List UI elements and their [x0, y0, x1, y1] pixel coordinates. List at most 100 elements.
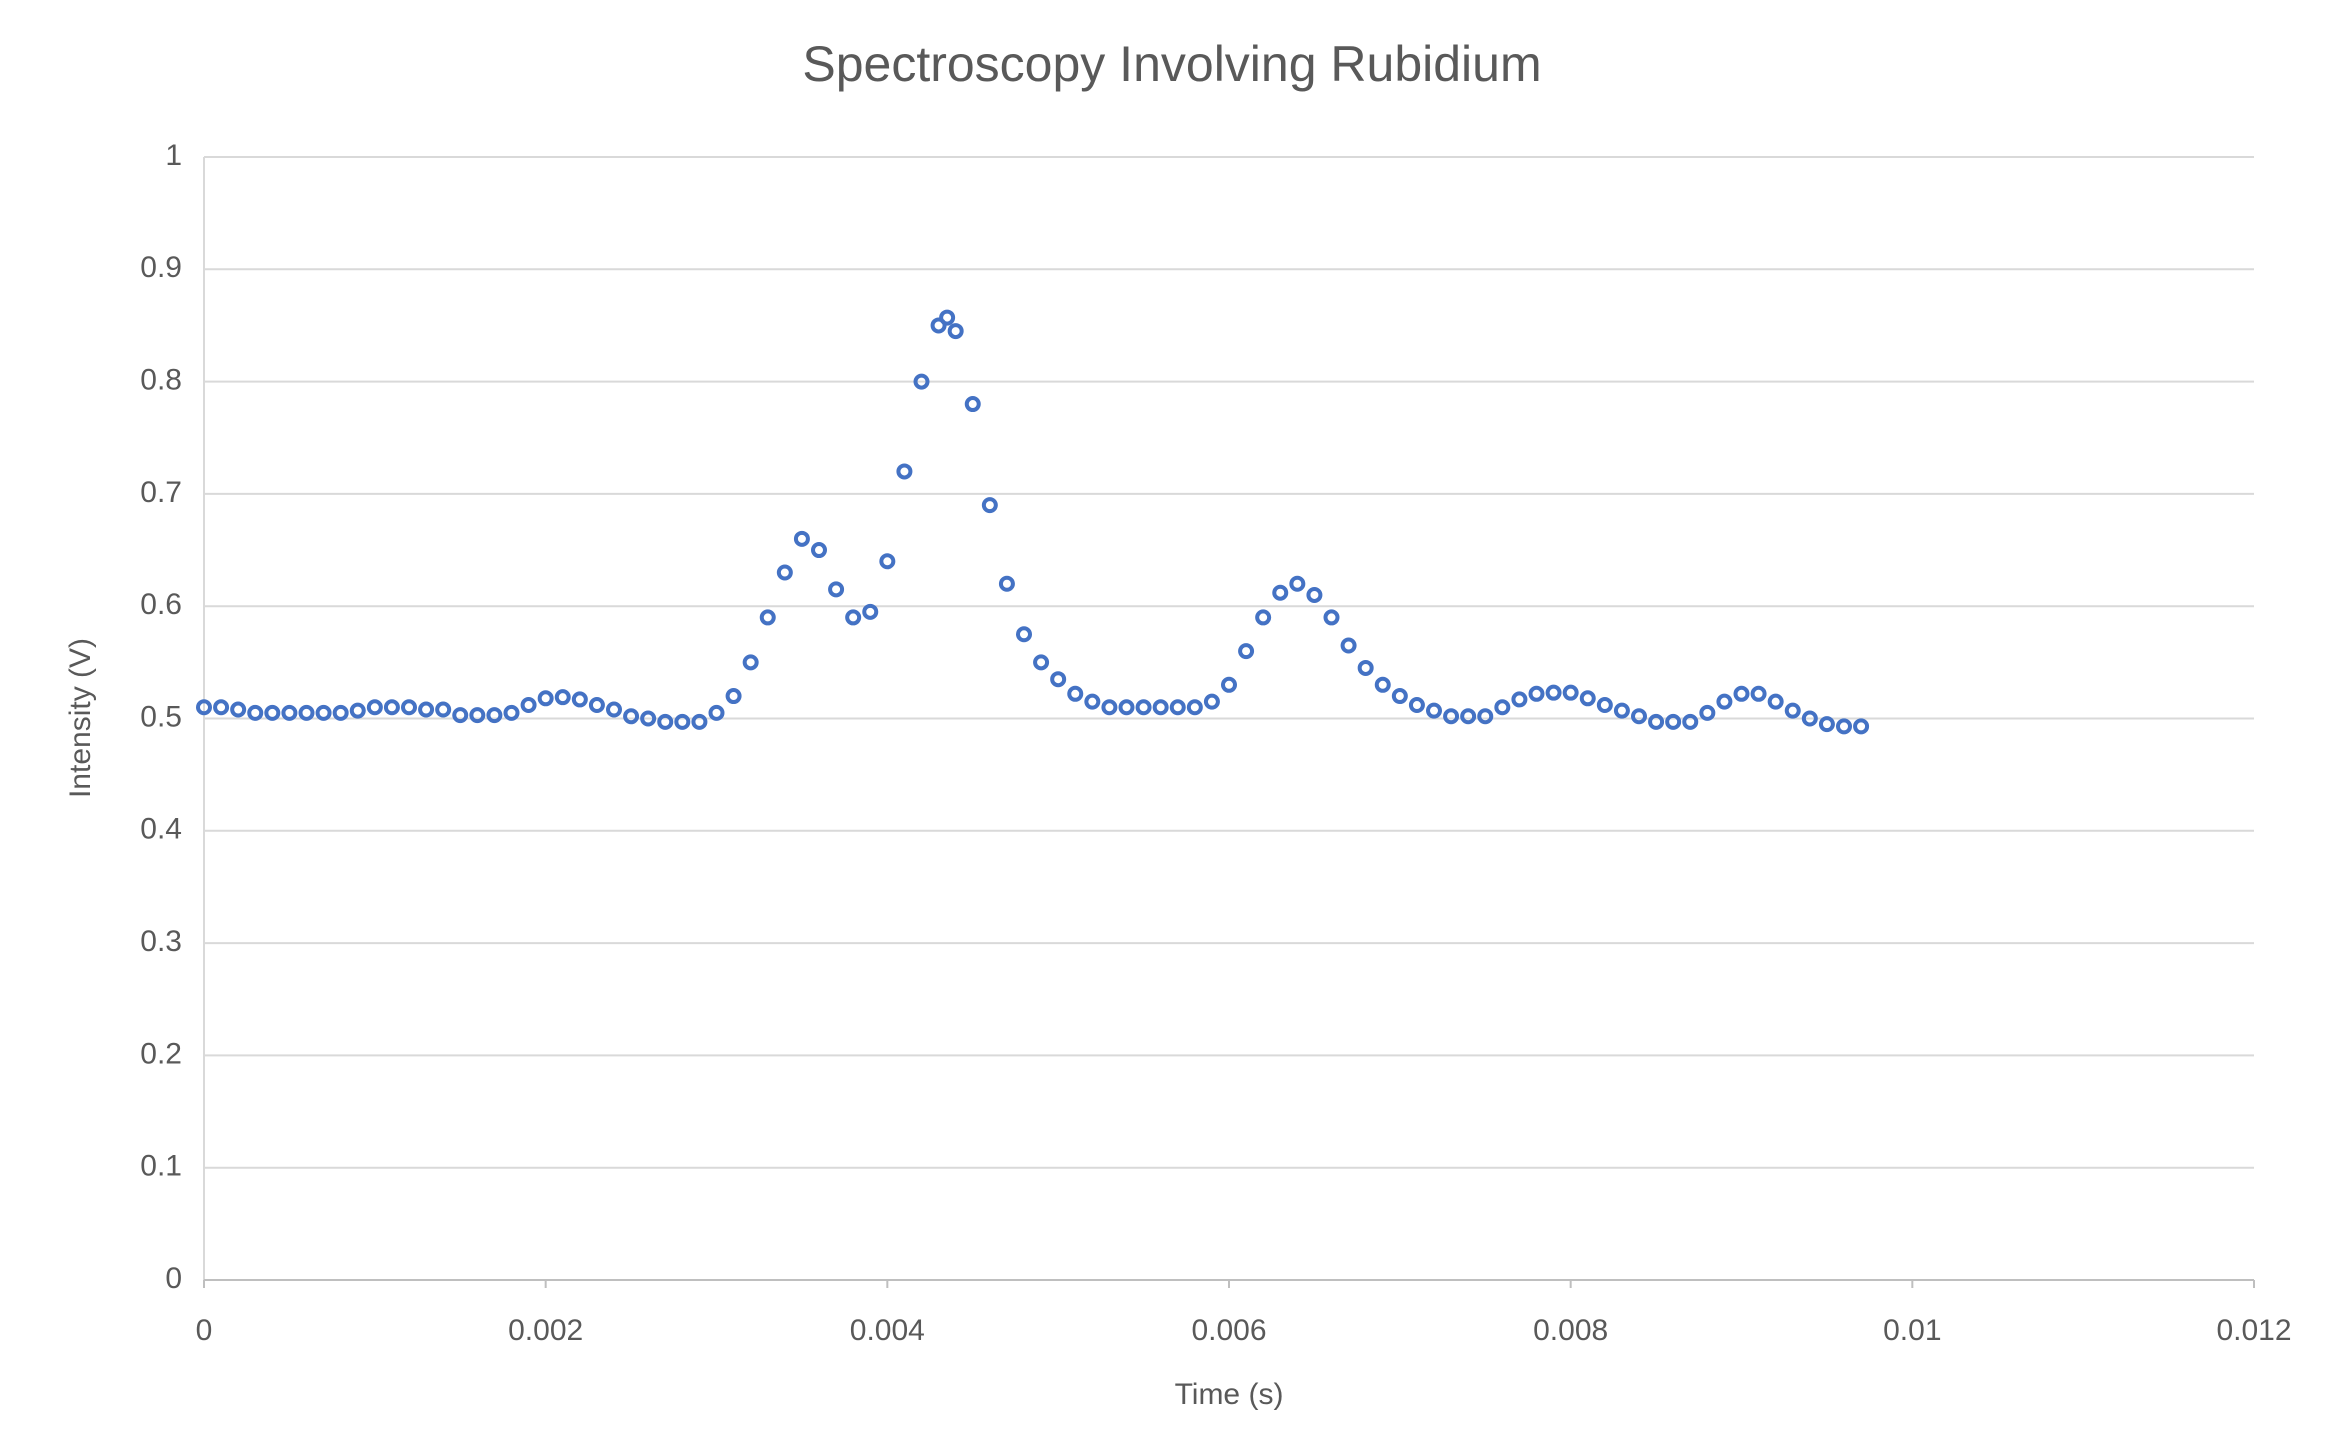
data-point	[1169, 699, 1186, 716]
data-point	[930, 317, 947, 334]
data-point	[264, 704, 281, 721]
data-point	[1665, 713, 1682, 730]
data-point	[776, 564, 793, 581]
data-point	[1272, 584, 1289, 601]
data-point	[1784, 702, 1801, 719]
data-point	[1221, 676, 1237, 693]
data-point	[640, 710, 657, 727]
data-point	[503, 704, 520, 721]
data-point	[845, 609, 862, 626]
data-point	[332, 704, 349, 721]
data-point	[1067, 685, 1084, 702]
y-axis-label: Intensity (V)	[64, 638, 97, 798]
data-point	[366, 699, 383, 716]
data-point	[939, 309, 956, 326]
data-point	[1631, 708, 1647, 725]
data-point	[554, 689, 571, 706]
y-tick-label: 0.3	[140, 925, 182, 958]
data-point	[1152, 699, 1169, 716]
data-point	[1511, 691, 1528, 708]
data-point	[862, 603, 879, 620]
y-tick-label: 0.7	[140, 476, 182, 509]
x-tick-label: 0.002	[508, 1314, 583, 1347]
data-point	[1682, 713, 1699, 730]
data-point	[1135, 699, 1152, 716]
data-point	[998, 575, 1015, 592]
data-point	[315, 704, 332, 721]
data-point	[1853, 718, 1870, 735]
data-point	[1716, 693, 1733, 710]
data-point	[657, 713, 674, 730]
data-point	[1818, 716, 1835, 733]
data-point	[1255, 609, 1272, 626]
data-point	[520, 697, 537, 714]
data-point	[1289, 575, 1306, 592]
y-tick-label: 0.5	[140, 700, 182, 733]
data-point	[793, 530, 810, 547]
data-point	[1203, 693, 1220, 710]
data-point	[452, 707, 469, 724]
data-point	[469, 707, 486, 724]
data-point	[1494, 699, 1511, 716]
data-point	[1596, 697, 1613, 714]
data-point	[1460, 708, 1477, 725]
data-point	[298, 704, 315, 721]
data-point	[349, 702, 366, 719]
data-point	[606, 701, 622, 718]
data-point	[708, 704, 725, 721]
data-point	[947, 323, 964, 340]
data-point	[1426, 702, 1442, 719]
data-point	[1699, 704, 1716, 721]
data-point	[247, 704, 264, 721]
y-tick-label: 0.9	[140, 251, 182, 284]
y-tick-label: 0.4	[140, 813, 182, 846]
data-point	[1836, 718, 1852, 735]
x-tick-label: 0.004	[850, 1314, 925, 1347]
data-point	[1528, 685, 1545, 702]
y-tick-label: 0.8	[140, 364, 182, 397]
data-point	[230, 701, 247, 718]
data-point	[1613, 702, 1630, 719]
data-point	[964, 396, 981, 413]
data-point	[196, 699, 212, 716]
data-point	[811, 542, 827, 559]
data-point	[725, 688, 742, 705]
y-tick-label: 1	[165, 139, 182, 172]
data-point	[281, 704, 298, 721]
data-point	[1579, 690, 1596, 707]
data-point	[913, 373, 930, 390]
data-point	[896, 463, 913, 480]
data-point	[1340, 637, 1357, 654]
data-point	[1750, 685, 1767, 702]
data-point	[828, 581, 845, 598]
data-point	[588, 697, 605, 714]
data-point	[879, 553, 896, 570]
data-point	[1033, 654, 1050, 671]
data-point	[1408, 697, 1425, 714]
y-tick-label: 0.6	[140, 588, 182, 621]
data-point	[1767, 693, 1784, 710]
data-point	[1733, 685, 1750, 702]
x-tick-label: 0.006	[1191, 1314, 1266, 1347]
y-tick-label: 0.1	[140, 1150, 182, 1183]
data-point	[1443, 708, 1460, 725]
data-point	[1101, 699, 1118, 716]
data-point	[759, 609, 776, 626]
data-point	[1357, 659, 1374, 676]
data-point	[691, 713, 708, 730]
data-point	[1562, 684, 1579, 701]
data-point	[1306, 586, 1323, 603]
data-point	[1648, 713, 1665, 730]
x-tick-label: 0.012	[2216, 1314, 2291, 1347]
data-point	[213, 699, 230, 716]
data-point	[1477, 708, 1494, 725]
x-tick-label: 0	[196, 1314, 213, 1347]
data-point	[486, 707, 503, 724]
data-point	[1374, 676, 1391, 693]
data-point	[1050, 671, 1067, 688]
y-tick-label: 0.2	[140, 1037, 182, 1070]
data-point	[623, 708, 640, 725]
data-point	[1118, 699, 1135, 716]
